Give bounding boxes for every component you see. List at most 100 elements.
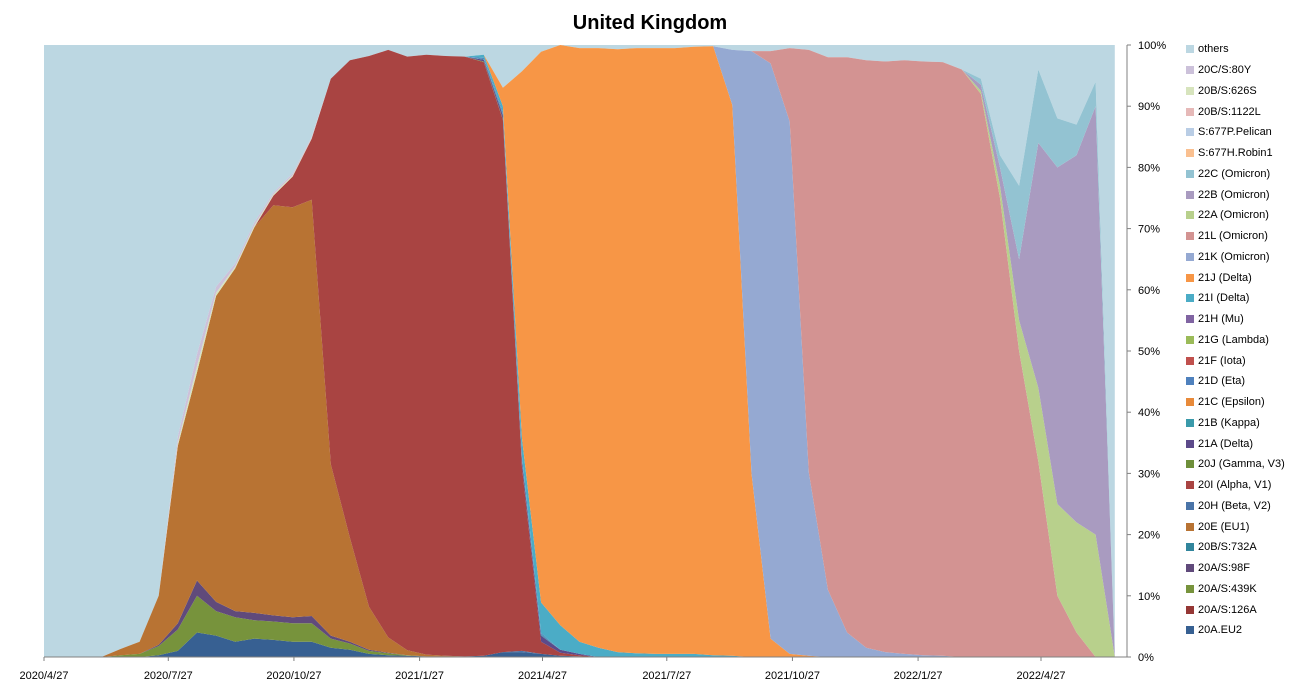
legend-label: 21C (Epsilon)	[1198, 396, 1265, 409]
legend-label: 21D (Eta)	[1198, 375, 1246, 388]
chart-title: United Kingdom	[572, 12, 728, 34]
legend-label: 20B/S:732A	[1198, 541, 1257, 554]
legend-label: 22C (Omicron)	[1198, 167, 1271, 180]
legend-entry: 21B (Kappa)	[1186, 413, 1296, 434]
x-tick-label: 2022/4/27	[1017, 670, 1066, 682]
legend-label: 21A (Delta)	[1198, 437, 1254, 450]
legend-label: 21I (Delta)	[1198, 292, 1250, 305]
legend-swatch	[1186, 294, 1194, 303]
legend-swatch	[1186, 605, 1194, 614]
x-tick-label: 2020/10/27	[266, 670, 321, 682]
legend-swatch	[1186, 564, 1194, 573]
legend-swatch	[1186, 107, 1194, 116]
y-tick-label: 10%	[1138, 591, 1160, 603]
legend-entry: 20B/S:626S	[1186, 81, 1296, 102]
legend-label: 20A/S:439K	[1198, 582, 1257, 595]
legend-swatch	[1186, 190, 1194, 199]
legend-swatch	[1186, 626, 1194, 635]
y-tick-label: 80%	[1138, 162, 1160, 174]
legend-label: 20E (EU1)	[1198, 520, 1250, 533]
legend-entry: 20A.EU2	[1186, 620, 1296, 641]
legend-label: 21K (Omicron)	[1198, 250, 1270, 263]
legend-swatch	[1186, 501, 1194, 510]
legend-entry: 21A (Delta)	[1186, 433, 1296, 454]
legend-entry: 20H (Beta, V2)	[1186, 496, 1296, 517]
y-tick-label: 70%	[1138, 224, 1160, 236]
x-tick-label: 2021/10/27	[765, 670, 820, 682]
legend-entry: 20A/S:439K	[1186, 579, 1296, 600]
y-tick-label: 60%	[1138, 285, 1160, 297]
legend-entry: 20B/S:1122L	[1186, 101, 1296, 122]
legend-label: 21L (Omicron)	[1198, 230, 1268, 243]
legend-label: 21G (Lambda)	[1198, 333, 1269, 346]
legend-label: 20B/S:626S	[1198, 84, 1257, 97]
legend-entry: 21D (Eta)	[1186, 371, 1296, 392]
legend-entry: 21J (Delta)	[1186, 267, 1296, 288]
y-tick-label: 100%	[1138, 40, 1166, 52]
area-21l-omicron	[44, 45, 1115, 657]
y-tick-label: 40%	[1138, 407, 1160, 419]
legend-swatch	[1186, 439, 1194, 448]
x-tick-label: 2021/7/27	[642, 670, 691, 682]
legend-label: S:677H.Robin1	[1198, 147, 1273, 160]
legend-entry: 20A/S:98F	[1186, 558, 1296, 579]
legend-entry: others	[1186, 39, 1296, 60]
legend-entry: S:677P.Pelican	[1186, 122, 1296, 143]
legend-entry: 22A (Omicron)	[1186, 205, 1296, 226]
legend-label: 21B (Kappa)	[1198, 416, 1260, 429]
area-others	[44, 45, 1115, 657]
legend-swatch	[1186, 169, 1194, 178]
y-tick-label: 50%	[1138, 346, 1160, 358]
legend-entry: 21C (Epsilon)	[1186, 392, 1296, 413]
legend-entry: 21G (Lambda)	[1186, 330, 1296, 351]
x-tick-label: 2020/7/27	[144, 670, 193, 682]
legend-label: 20A/S:126A	[1198, 603, 1257, 616]
legend-entry: 21K (Omicron)	[1186, 247, 1296, 268]
x-tick-label: 2020/4/27	[20, 670, 69, 682]
legend-swatch	[1186, 543, 1194, 552]
legend-entry: 22B (Omicron)	[1186, 184, 1296, 205]
legend-swatch	[1186, 335, 1194, 344]
legend-entry: 21I (Delta)	[1186, 288, 1296, 309]
legend-label: 20A/S:98F	[1198, 562, 1250, 575]
y-tick-label: 0%	[1138, 652, 1154, 664]
legend-entry: 20C/S:80Y	[1186, 60, 1296, 81]
area-20e-eu1	[44, 199, 1115, 658]
legend-swatch	[1186, 66, 1194, 75]
legend-swatch	[1186, 315, 1194, 324]
legend-entry: 21H (Mu)	[1186, 309, 1296, 330]
y-tick-label: 30%	[1138, 468, 1160, 480]
area-20a-s-98f	[44, 580, 1115, 657]
legend-label: 20H (Beta, V2)	[1198, 499, 1271, 512]
x-tick-label: 2021/4/27	[518, 670, 567, 682]
legend-swatch	[1186, 377, 1194, 386]
legend-swatch	[1186, 460, 1194, 469]
area-layers	[44, 45, 1115, 658]
legend-swatch	[1186, 356, 1194, 365]
legend-entry: 20A/S:126A	[1186, 599, 1296, 620]
area-20a-s-439k	[44, 595, 1115, 657]
legend-label: 21F (Iota)	[1198, 354, 1246, 367]
legend-entry: 21F (Iota)	[1186, 350, 1296, 371]
legend-label: 20I (Alpha, V1)	[1198, 479, 1272, 492]
legend-swatch	[1186, 418, 1194, 427]
legend-label: 20B/S:1122L	[1198, 105, 1261, 118]
x-tick-label: 2021/1/27	[395, 670, 444, 682]
legend-swatch	[1186, 232, 1194, 241]
legend-label: others	[1198, 43, 1229, 56]
legend-entry: 20J (Gamma, V3)	[1186, 454, 1296, 475]
legend-swatch	[1186, 86, 1194, 95]
legend-swatch	[1186, 149, 1194, 158]
legend-entry: 20B/S:732A	[1186, 537, 1296, 558]
y-tick-label: 20%	[1138, 530, 1160, 542]
legend-label: 21H (Mu)	[1198, 313, 1244, 326]
legend-label: 21J (Delta)	[1198, 271, 1252, 284]
legend-swatch	[1186, 45, 1194, 54]
legend-label: 20A.EU2	[1198, 624, 1243, 637]
legend-label: 22A (Omicron)	[1198, 209, 1269, 222]
legend-swatch	[1186, 481, 1194, 490]
legend: others 20C/S:80Y 20B/S:626S 20B/S:1122L S:67…	[1186, 39, 1296, 641]
legend-swatch	[1186, 211, 1194, 220]
legend-swatch	[1186, 128, 1194, 137]
